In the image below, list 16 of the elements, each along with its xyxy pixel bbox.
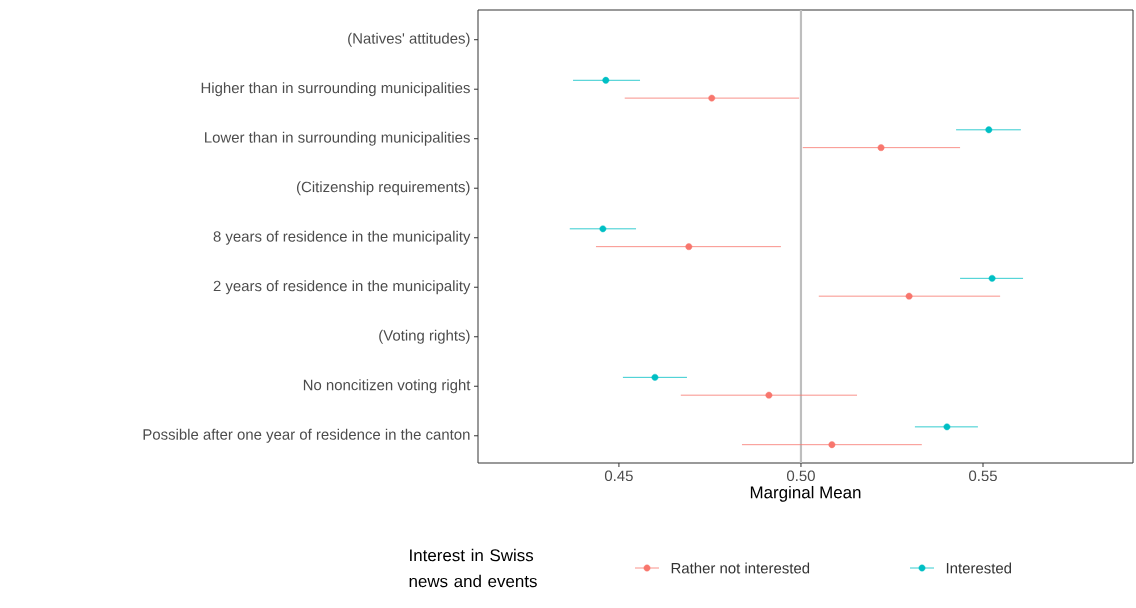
x-tick-label: 0.55 <box>969 470 997 482</box>
y-tick-label: 2 years of residence in the municipality <box>213 280 471 295</box>
legend-label: Interested <box>946 562 1012 574</box>
legend-title: Interest in Swiss news and events <box>409 548 537 588</box>
x-tick-label: 0.45 <box>604 470 633 482</box>
x-tick-label: 0.50 <box>786 470 815 482</box>
y-tick-label: Possible after one year of residence in the canton <box>143 428 470 443</box>
x-axis-title: Marginal Mean <box>750 485 861 502</box>
y-tick-label: (Citizenship requirements) <box>296 181 470 196</box>
y-tick-label: Lower than in surrounding municipalities <box>205 131 470 146</box>
y-tick-label: (Voting rights) <box>379 329 470 344</box>
y-tick-label: 8 years of residence in the municipality <box>213 230 471 245</box>
y-tick-label: No noncitizen voting right <box>303 379 471 394</box>
y-tick-label: Higher than in surrounding municipalities <box>201 82 470 97</box>
y-tick-label: (Natives' attitudes) <box>348 32 470 47</box>
legend-label: Rather not interested <box>671 562 810 574</box>
